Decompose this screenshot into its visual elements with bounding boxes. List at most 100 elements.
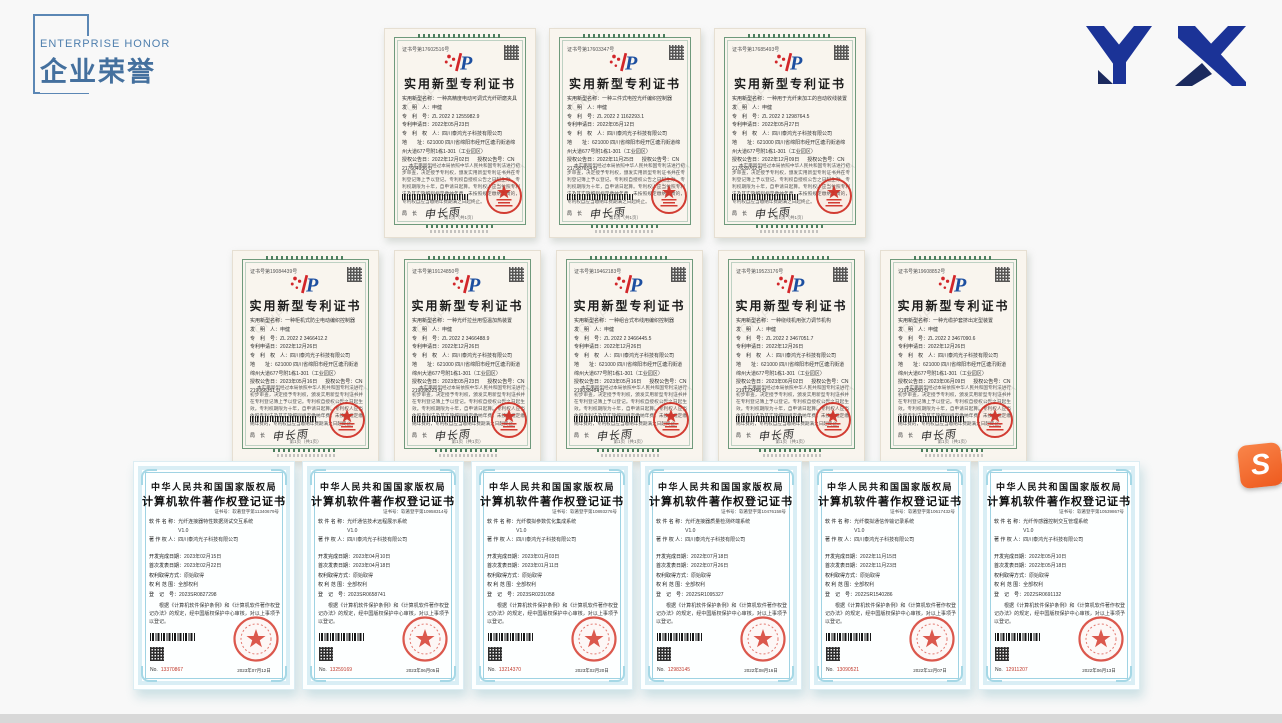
certificate-number: 证书号第19462183号 [574,269,622,275]
border-ornament-icon [479,469,495,485]
field-value: 四川泰鸿光子科技有限公司 [854,537,915,543]
field-patentee: 专 利 权 人：四川泰鸿光子科技有限公司 [250,352,363,361]
sogou-tool-icon[interactable]: S [1236,441,1282,490]
field-label: 发 明 人： [898,326,929,333]
page-title: 企业荣誉 [40,57,156,87]
issuing-authority: 中华人民共和国国家版权局 [319,482,446,492]
qr-code-icon [347,267,362,282]
certificate-number: 证书号第19084439号 [250,269,298,275]
barcode [574,416,640,422]
field-value: 2023SR0658741 [348,591,386,598]
field-filing-date: 专利申请日：2022年12月26日 [736,343,849,352]
field-label: 地 址： [574,361,600,368]
field-filing-date: 专利申请日：2022年05月23日 [402,121,520,130]
field-value: 光纤模拟参数优化集成系统 V1.0 [516,518,576,535]
official-red-seal-icon [652,401,690,439]
certificate-border [242,256,369,452]
field-label: 权 利 范 围： [656,582,686,588]
certificate-border [394,34,526,228]
legal-text: 根据《计算机软件保护条例》和《计算机软件著作权登记办法》的规定，经中国版权保护中… [825,603,956,625]
field-label: 登 记 号： [656,591,687,598]
official-red-seal-icon [485,177,523,215]
field-label: 专利申请日： [412,344,443,351]
field-utility-name: 实用新型名称：一种光缆护套挤出定型装置 [898,317,1011,326]
certificate-inner-border [990,472,1128,679]
certificate-number: 证书号：软著登字第10476158号 [720,509,786,514]
field-label: 授权公告号： [477,157,508,164]
barcode [319,633,365,641]
field-label: 专 利 号： [732,113,763,120]
field-value: 四川泰鸿光子科技有限公司 [290,353,351,359]
field-label: 专 利 权 人： [574,353,615,359]
field-value: 2023年04月18日 [353,563,391,569]
field-value: 2022年05月12日 [597,122,635,129]
field-value: 2023年06月09日 [928,379,966,386]
field-value: ZL 2022 2 1255982.9 [432,113,480,120]
field-dev-date: 开发完成日期：2023年02月15日 [149,553,280,562]
copyright-red-seal-icon [401,615,449,663]
field-label: 地 址： [402,139,428,146]
field-value: 四川泰鸿光子科技有限公司 [1023,537,1084,543]
issuing-authority: 中华人民共和国国家版权局 [657,482,784,492]
director-label: 局 长 [567,210,583,217]
fine-print [600,454,659,457]
qr-code-icon [671,267,686,282]
copyright-red-seal-icon [570,615,618,663]
field-label: 地 址： [736,361,762,368]
field-value: 四川泰鸿光子科技有限公司 [772,131,833,137]
badge-subtitle: ENTERPRISE HONOR [40,38,171,50]
field-label: 专利申请日： [250,344,281,351]
field-value: 四川泰鸿光子科技有限公司 [685,537,746,543]
field-label: 开发完成日期： [487,553,523,560]
field-label: 著 作 权 人： [825,537,855,543]
field-value: 申健 [766,326,777,333]
barcode [567,194,633,200]
field-label: 发 明 人： [732,104,763,111]
signature-row: 局 长 申长雨 [574,427,633,443]
field-value: CN 219098223 U [412,379,525,394]
field-utility-name: 实用新型名称：一种柜机式防尘电动编织控制器 [250,317,363,326]
field-label: 首次发表日期： [487,563,523,569]
legal-text: 本实用新型经过本局依照中华人民共和国专利法进行初步审查，决定授予专利权，颁发实用… [898,385,1011,426]
qr-code-icon [150,647,164,661]
field-value: 2022年07月18日 [691,553,729,560]
page-footer: 第1页（共1页） [937,439,970,444]
field-label: 开发完成日期： [656,553,692,560]
issuing-authority: 中华人民共和国国家版权局 [488,482,615,492]
field-value: 2022年05月23日 [432,122,470,129]
legal-text: 本实用新型经过本局依照中华人民共和国专利法进行初步审查，决定授予专利权，颁发实用… [736,385,849,426]
director-label: 局 长 [736,432,752,439]
field-filing-date: 专利申请日：2022年12月26日 [250,343,363,352]
software-copyright-certificate: 中华人民共和国国家版权局 计算机软件著作权登记证书 证书号：软著登字第10539… [978,461,1140,690]
certificate-border [728,256,855,452]
certificate-title: 实用新型专利证书 [735,299,848,313]
certificate-fields: 软 件 名 称：光纤通信技术远程展示系统 V1.0 著 作 权 人：四川泰鸿光子科… [318,518,449,600]
software-version: V1.0 [347,527,358,534]
copyright-red-seal-icon [739,615,787,663]
field-value: 原始取得 [184,572,205,579]
field-holder: 著 作 权 人：四川泰鸿光子科技有限公司 [149,536,280,545]
certificate-inner-border [893,262,1014,446]
field-value: CN 219145550 U [898,379,1011,394]
legal-text: 本实用新型经过本局依照中华人民共和国专利法进行初步审查，决定授予专利权，颁发实用… [567,163,685,204]
field-grant: 授权公告日：2022年11月25日 授权公告号：CN 217587614 U [567,156,685,174]
barcode [898,416,964,422]
field-value: ZL 2022 2 3467051.7 [766,335,814,342]
qr-code-icon [509,267,524,282]
field-reg-no: 登 记 号：2023SR0231058 [487,591,618,600]
field-rights-scope: 权 利 范 围：全部权利 [656,581,787,590]
field-utility-name: 实用新型名称：一种光纤拉丝用恒温加热装置 [412,317,525,326]
barcode [826,633,872,641]
software-copyright-certificate: 中华人民共和国国家版权局 计算机软件著作权登记证书 证书号：软著登字第10893… [471,461,633,690]
no-label: No. [150,667,158,673]
field-reg-no: 登 记 号：2023SR0827298 [149,591,280,600]
certificate-title: 计算机软件著作权登记证书 [142,496,286,508]
field-grant: 授权公告日：2023年06月09日 授权公告号：CN 219145550 U [898,378,1011,396]
field-label: 专利申请日： [898,344,929,351]
signature-row: 局 长 申长雨 [567,205,626,221]
certificate-inner-border [314,472,452,679]
cnipa-logo-icon: P [385,51,535,74]
cnipa-logo-icon: P [881,273,1026,296]
no-label: No. [319,667,327,673]
legal-text: 根据《计算机软件保护条例》和《计算机软件著作权登记办法》的规定，经中国版权保护中… [656,603,787,625]
